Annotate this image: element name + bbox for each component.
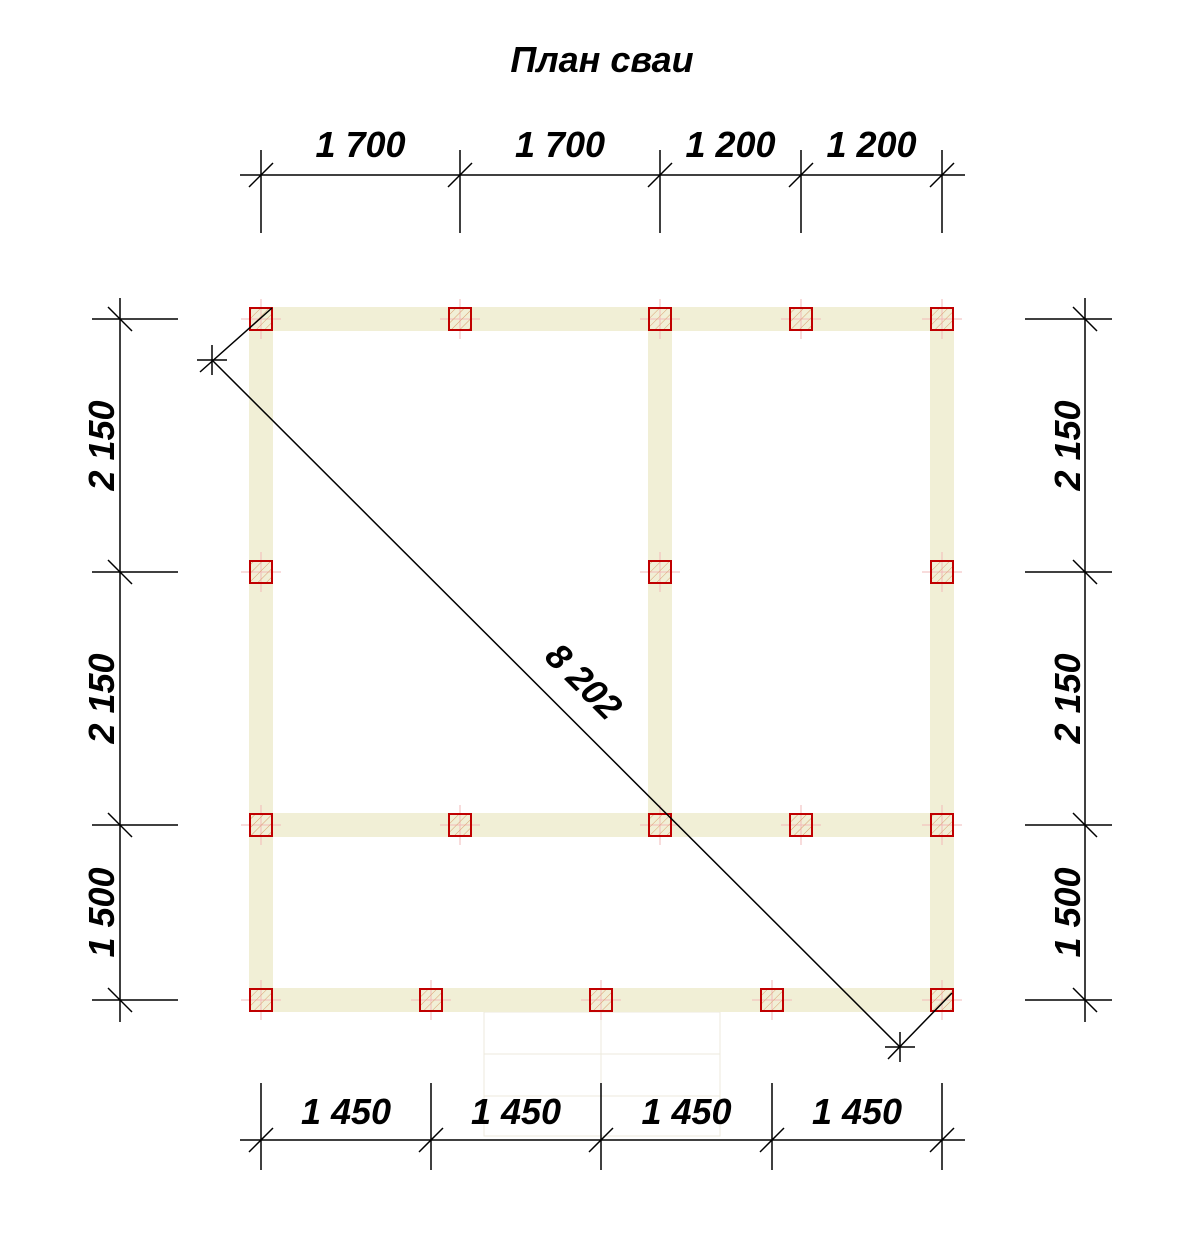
piles [241,299,962,1020]
tick [1072,306,1098,332]
title: План сваи [510,39,693,80]
tick [107,812,133,838]
dimension-label: 1 700 [315,124,405,165]
dimensions: 1 700 1 700 1 200 1 200 1 450 1 450 1 450 1 450… [81,124,1112,1170]
pile [249,988,273,1012]
pile [930,560,954,584]
pile [930,988,954,1012]
pile [789,307,813,331]
pile [249,813,273,837]
tick [1072,987,1098,1013]
dimension-label: 2 150 [81,653,122,744]
tick [248,1127,274,1153]
pile [419,988,443,1012]
tick [588,1127,614,1153]
dimension-label: 1 450 [471,1091,561,1132]
tick [107,306,133,332]
pile [930,813,954,837]
dimension-label: 1 500 [1047,867,1088,957]
tick [107,987,133,1013]
tick [447,162,473,188]
diagonal-dimension: 8 202 [197,307,953,1062]
dimension-label: 1 450 [301,1091,391,1132]
dimension-label: 1 450 [812,1091,902,1132]
dimension-label: 1 200 [826,124,916,165]
dimension-label: 1 200 [685,124,775,165]
pile [648,307,672,331]
dimension-label: 1 450 [641,1091,731,1132]
dimension-label: 1 500 [81,867,122,957]
pile [930,307,954,331]
tick [929,1127,955,1153]
pile [648,813,672,837]
tick [929,162,955,188]
beams [249,307,954,1012]
pile [448,813,472,837]
pile [249,560,273,584]
pile [448,307,472,331]
dimension-label: 2 150 [1047,653,1088,744]
dimension-label: 2 150 [1047,400,1088,491]
tick [248,162,274,188]
dimension-label: 2 150 [81,400,122,491]
diagonal-label: 8 202 [537,635,630,728]
tick [1072,812,1098,838]
tick [107,559,133,585]
tick [647,162,673,188]
pile [760,988,784,1012]
tick [788,162,814,188]
tick [759,1127,785,1153]
tick [1072,559,1098,585]
dimension-label: 1 700 [515,124,605,165]
tick [418,1127,444,1153]
pile [589,988,613,1012]
pile [789,813,813,837]
pile [648,560,672,584]
